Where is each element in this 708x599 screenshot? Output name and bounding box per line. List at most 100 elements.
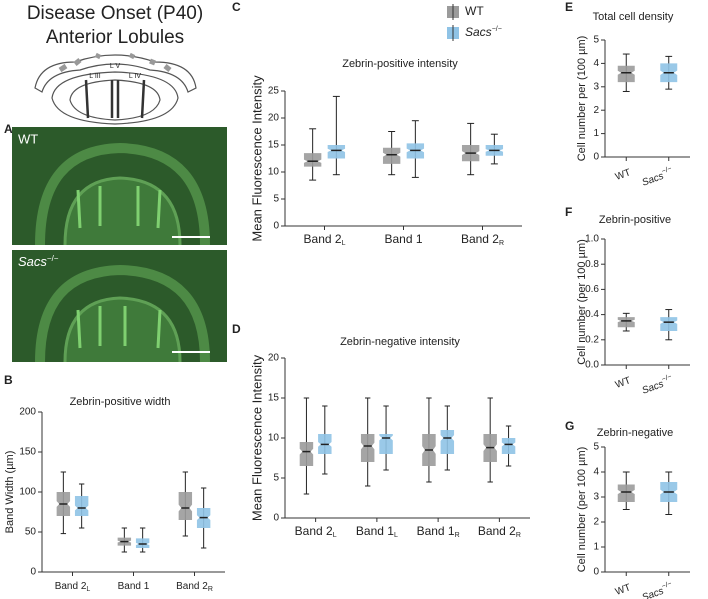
chart-title: Zebrin-positive xyxy=(599,214,671,226)
category-name: Band 2 xyxy=(478,524,516,538)
category-name: Band 2 xyxy=(55,581,87,592)
y-tick-label: 4 xyxy=(593,58,599,69)
y-tick-label: 0.8 xyxy=(585,259,599,270)
series-name: WT xyxy=(465,4,484,18)
y-tick-label: 0.6 xyxy=(585,284,599,295)
chart-title: Zebrin-negative xyxy=(597,427,673,439)
micrograph-sacs xyxy=(12,250,227,363)
series-name: WT xyxy=(614,582,632,598)
x-tick-label: Band 1 xyxy=(118,581,150,592)
y-axis-label: Mean Fluorescence Intensity xyxy=(249,354,264,521)
y-tick-label: 150 xyxy=(19,447,36,458)
series-name: WT xyxy=(614,167,632,183)
y-tick-label: 1 xyxy=(593,128,599,139)
box xyxy=(299,442,314,466)
box xyxy=(440,430,455,454)
x-tick-label: Band 1L xyxy=(356,524,398,539)
category-name: Band 1 xyxy=(356,524,394,538)
box xyxy=(382,147,401,164)
series-name: Sacs xyxy=(465,25,492,39)
box xyxy=(617,484,635,502)
box xyxy=(617,65,635,83)
y-axis-label: Band Width (µm) xyxy=(4,451,16,534)
y-tick-label: 5 xyxy=(273,473,279,484)
y-tick-label: 2 xyxy=(593,105,599,116)
x-tick-label: Band 1R xyxy=(417,524,460,539)
y-tick-label: 0 xyxy=(273,513,279,524)
box xyxy=(303,153,322,167)
y-tick-label: 5 xyxy=(593,442,599,453)
chart: C Zebrin-positive intensity Mean Fluoresce… xyxy=(232,0,522,247)
y-axis-label: Cell number (per 100 µm) xyxy=(576,239,588,365)
series-name: WT xyxy=(614,375,632,391)
series-label: Sacs−/− xyxy=(465,25,502,39)
y-tick-label: 200 xyxy=(19,407,36,418)
box xyxy=(617,317,635,328)
y-tick-label: 5 xyxy=(273,194,279,205)
box xyxy=(74,496,89,516)
image-label-sup: −/− xyxy=(47,254,59,263)
category-subscript: R xyxy=(516,532,521,539)
chart: G Zebrin-negative Cell number (per 100 µm)… xyxy=(565,419,690,599)
image-label: Sacs−/− xyxy=(18,254,59,270)
x-tick-label: Band 2L xyxy=(295,524,337,539)
panel-letter: B xyxy=(4,373,13,387)
x-tick-label: Band 2R xyxy=(478,524,521,539)
panel-letter: D xyxy=(232,322,241,336)
box xyxy=(360,434,375,462)
y-tick-label: 20 xyxy=(268,353,280,364)
category-subscript: L xyxy=(333,532,337,539)
panel-a-subtitle: Anterior Lobules xyxy=(46,27,184,48)
box xyxy=(327,145,346,159)
panel-letter: E xyxy=(565,0,573,14)
series-sup: −/− xyxy=(661,581,673,591)
y-tick-label: 1 xyxy=(593,542,599,553)
series-label: WT xyxy=(614,582,632,598)
category-name: Band 2 xyxy=(304,232,342,246)
x-tick-label: Band 1 xyxy=(384,232,422,246)
box xyxy=(501,438,516,454)
chart-title: Zebrin-positive intensity xyxy=(342,58,458,70)
y-tick-label: 20 xyxy=(268,113,280,124)
y-tick-label: 25 xyxy=(268,86,280,97)
lobule-label: L IV xyxy=(129,73,142,80)
chart: D Zebrin-negative intensity Mean Fluoresce… xyxy=(232,322,530,539)
y-tick-label: 50 xyxy=(25,527,37,538)
y-tick-label: 3 xyxy=(593,81,599,92)
y-tick-label: 0 xyxy=(30,567,36,578)
series-sup: −/− xyxy=(661,166,673,176)
box xyxy=(178,492,193,520)
image-label-name: Sacs xyxy=(18,254,47,269)
series-label: WT xyxy=(614,167,632,183)
y-tick-label: 100 xyxy=(19,487,36,498)
category-subscript: R xyxy=(499,240,504,247)
lobule-label: L V xyxy=(110,63,121,70)
panel-letter: F xyxy=(565,205,572,219)
y-tick-label: 0.2 xyxy=(585,334,599,345)
x-tick-label: Band 2L xyxy=(304,232,346,247)
series-sup: −/− xyxy=(492,26,502,33)
category-name: Band 2 xyxy=(295,524,333,538)
y-tick-label: 3 xyxy=(593,492,599,503)
chart-title: Zebrin-negative intensity xyxy=(340,336,460,348)
box xyxy=(379,434,393,454)
series-label: WT xyxy=(465,4,484,18)
chart: F Zebrin-positive Cell number (per 100 µm)… xyxy=(565,205,690,396)
category-name: Band 2 xyxy=(176,581,208,592)
box xyxy=(660,317,678,331)
y-tick-label: 10 xyxy=(268,167,280,178)
category-subscript: L xyxy=(394,532,398,539)
micrograph-wt xyxy=(12,127,227,246)
y-tick-label: 0 xyxy=(593,567,599,578)
y-tick-label: 15 xyxy=(268,140,280,151)
panel-letter: G xyxy=(565,419,574,433)
x-tick-label: Band 2L xyxy=(55,581,91,594)
chart-title: Total cell density xyxy=(593,11,674,23)
chart-title: Zebrin-positive width xyxy=(70,396,171,408)
chart: B Zebrin-positive width Band Width (µm) 0 50… xyxy=(4,373,225,593)
category-subscript: R xyxy=(208,586,213,593)
y-tick-label: 5 xyxy=(593,35,599,46)
y-tick-label: 0 xyxy=(273,221,279,232)
